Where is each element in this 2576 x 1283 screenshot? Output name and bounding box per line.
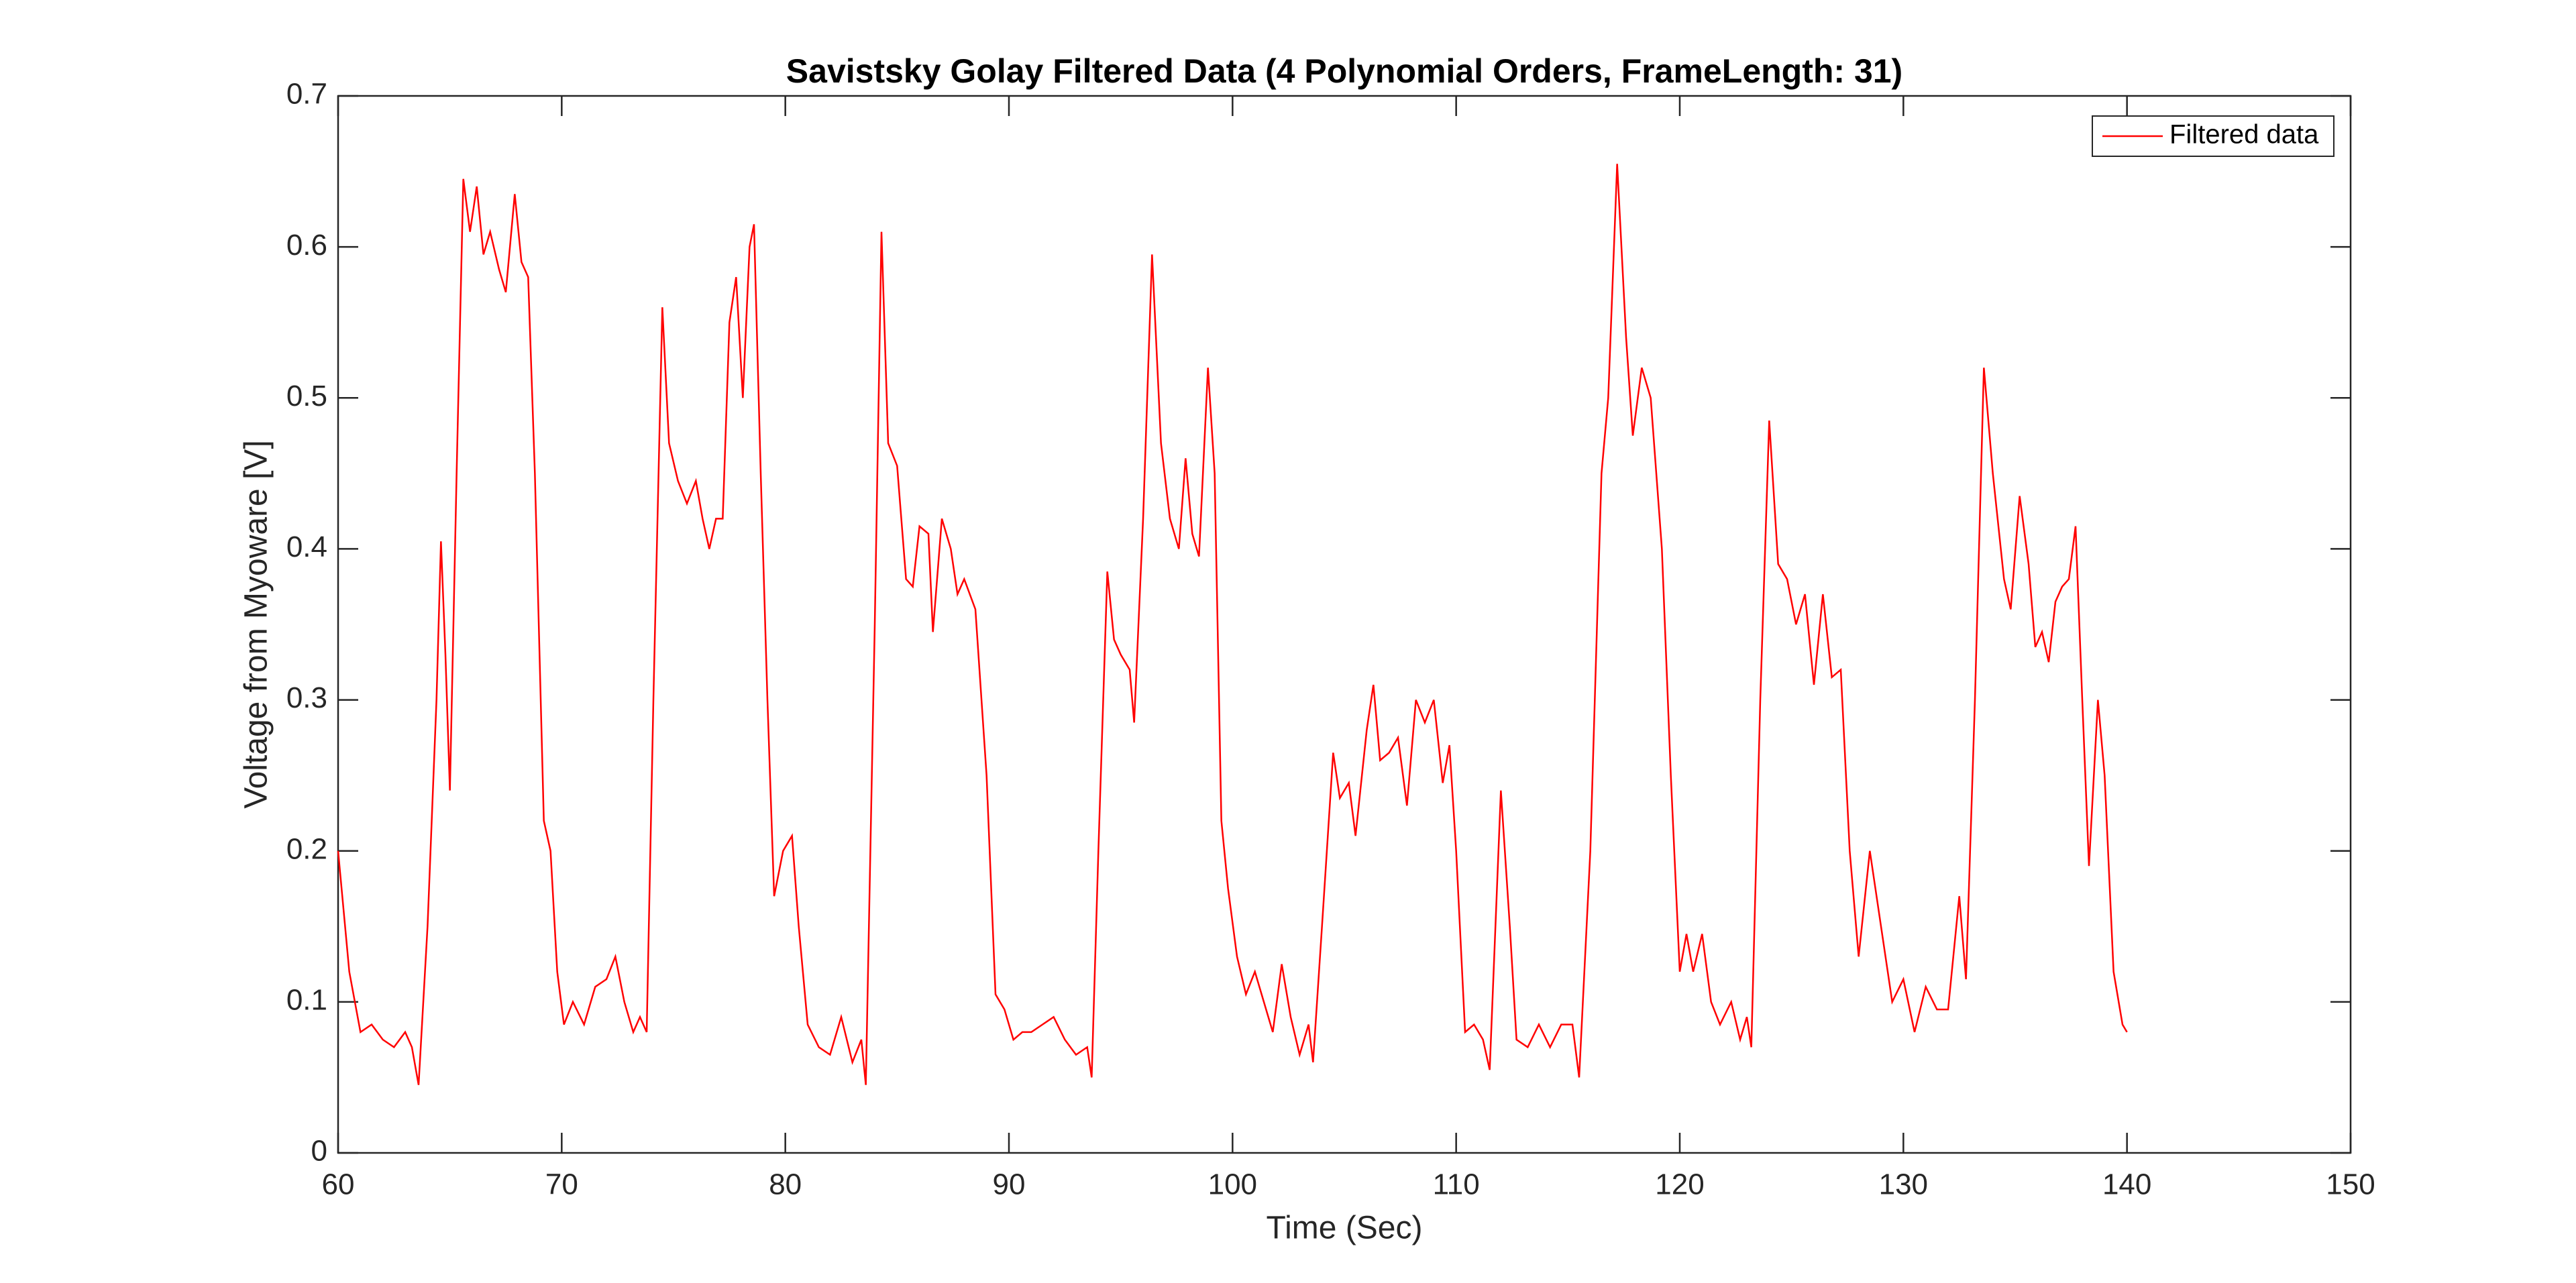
y-tick-label: 0	[311, 1135, 327, 1168]
y-tick-label: 0.5	[286, 380, 327, 412]
x-axis-label: Time (Sec)	[1267, 1211, 1423, 1246]
x-tick-label: 150	[2326, 1168, 2375, 1201]
x-tick-label: 100	[1208, 1168, 1257, 1201]
y-tick-label: 0.3	[286, 681, 327, 714]
x-tick-label: 120	[1655, 1168, 1704, 1201]
y-tick-label: 0.2	[286, 832, 327, 865]
x-tick-label: 140	[2102, 1168, 2151, 1201]
x-tick-label: 80	[769, 1168, 802, 1201]
y-tick-label: 0.1	[286, 983, 327, 1016]
y-tick-label: 0.6	[286, 229, 327, 262]
data-line	[337, 164, 2128, 1085]
x-tick-label: 130	[1879, 1168, 1928, 1201]
x-tick-label: 110	[1433, 1168, 1480, 1201]
x-tick-label: 60	[322, 1168, 355, 1201]
y-tick-label: 0.7	[286, 78, 327, 111]
legend-label: Filtered data	[2169, 120, 2319, 150]
plot-area	[337, 95, 2352, 1154]
chart-title: Savistsky Golay Filtered Data (4 Polynom…	[786, 52, 1902, 90]
x-tick-label: 90	[993, 1168, 1026, 1201]
y-tick-label: 0.4	[286, 531, 327, 563]
x-tick-label: 70	[545, 1168, 578, 1201]
y-axis-label: Voltage from Myoware [V]	[239, 440, 274, 809]
